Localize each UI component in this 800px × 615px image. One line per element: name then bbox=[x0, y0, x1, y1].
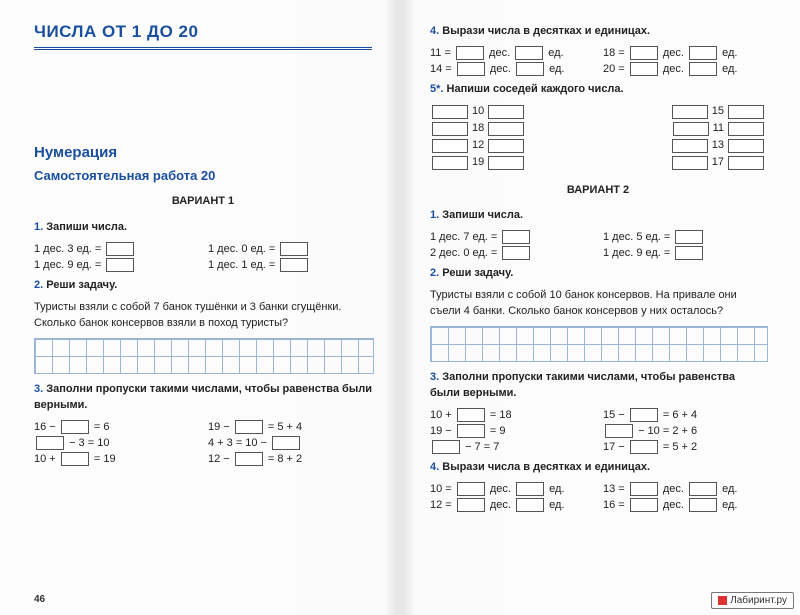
task-text: Туристы взяли с собой 7 банок тушёнки и … bbox=[34, 300, 372, 332]
variant-1-label: ВАРИАНТ 1 bbox=[34, 194, 372, 210]
answer-grid[interactable] bbox=[430, 326, 768, 362]
task-3: 3. Заполни пропуски такими числами, чтоб… bbox=[34, 382, 372, 468]
page-right: 4. Вырази числа в десятках и единицах. 1… bbox=[400, 0, 800, 615]
task-num: 1. bbox=[34, 221, 43, 233]
watermark: Лабиринт.ру bbox=[711, 592, 794, 609]
page-left: ЧИСЛА ОТ 1 ДО 20 Нумерация Самостоятельн… bbox=[0, 0, 400, 615]
v2-task-3: 3. Заполни пропуски такими числами, чтоб… bbox=[430, 370, 766, 456]
task-2: 2. Реши задачу. Туристы взяли с собой 7 … bbox=[34, 278, 372, 374]
v2-task-4: 4. Вырази числа в десятках и единицах. 1… bbox=[430, 460, 766, 514]
answer-box[interactable] bbox=[280, 258, 308, 272]
variant-2-label: ВАРИАНТ 2 bbox=[430, 183, 766, 199]
task-text: Туристы взяли с собой 10 банок консервов… bbox=[430, 288, 766, 320]
page-number-left: 46 bbox=[34, 593, 45, 608]
answer-box[interactable] bbox=[280, 242, 308, 256]
chapter-title: ЧИСЛА ОТ 1 ДО 20 bbox=[34, 20, 372, 45]
watermark-icon bbox=[718, 596, 727, 605]
answer-box[interactable] bbox=[106, 242, 134, 256]
v2-task-2: 2. Реши задачу. Туристы взяли с собой 10… bbox=[430, 266, 766, 362]
task-5: 5*. Напиши соседей каждого числа. 10 15 … bbox=[430, 82, 766, 171]
answer-grid[interactable] bbox=[34, 338, 374, 374]
title-rule bbox=[34, 47, 372, 50]
work-title: Самостоятельная работа 20 bbox=[34, 167, 372, 186]
answer-box[interactable] bbox=[106, 258, 134, 272]
book-spread: ЧИСЛА ОТ 1 ДО 20 Нумерация Самостоятельн… bbox=[0, 0, 800, 615]
section-title: Нумерация bbox=[34, 142, 372, 164]
task-1: 1. Запиши числа. 1 дес. 3 ед. = 1 дес. 0… bbox=[34, 220, 372, 274]
blank-space bbox=[34, 62, 372, 132]
task-4: 4. Вырази числа в десятках и единицах. 1… bbox=[430, 24, 766, 78]
v2-task-1: 1. Запиши числа. 1 дес. 7 ед. = 1 дес. 5… bbox=[430, 208, 766, 262]
